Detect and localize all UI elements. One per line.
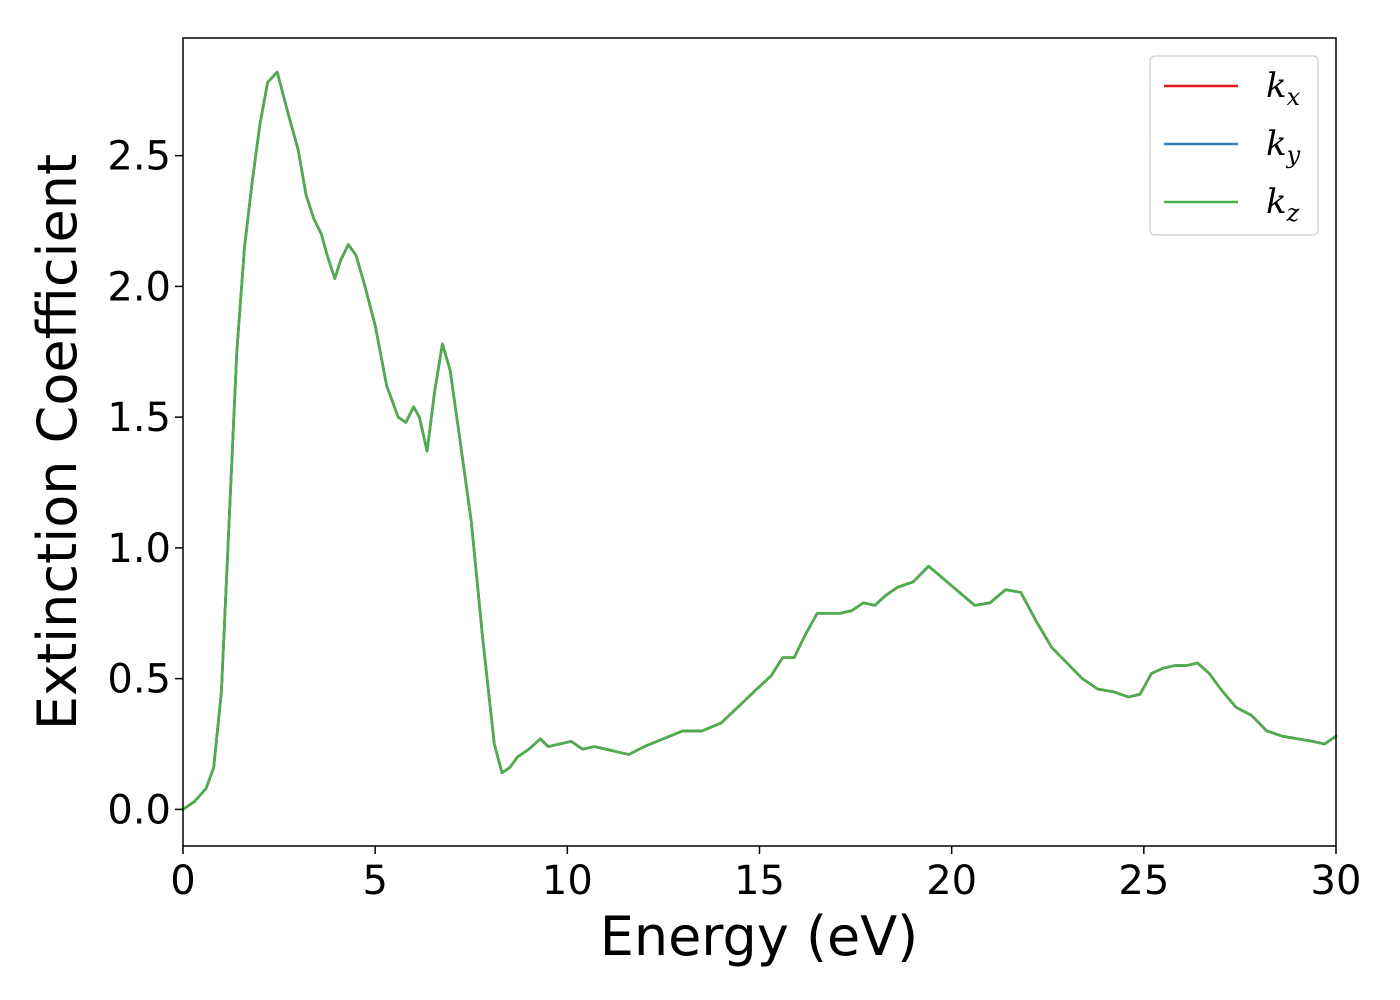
legend-label-subscript: x <box>1287 83 1301 111</box>
legend-label-y: ky <box>1266 124 1301 169</box>
legend-label-base: k <box>1266 124 1287 164</box>
legend-label-base: k <box>1266 66 1287 106</box>
x-tick-label: 5 <box>362 858 387 904</box>
x-axis-ticks: 0 5 10 15 20 25 30 <box>170 846 1361 904</box>
legend-frame <box>1149 55 1319 236</box>
x-tick-label: 30 <box>1311 858 1362 904</box>
series-layer <box>181 70 1338 811</box>
y-tick-label: 1.5 <box>107 395 171 441</box>
y-axis-ticks: 0.0 0.5 1.0 1.5 2.0 2.5 <box>107 134 183 833</box>
x-tick-label: 20 <box>926 858 977 904</box>
x-tick-label: 15 <box>734 858 785 904</box>
legend-label-x: kx <box>1266 66 1301 111</box>
legend-label-subscript: z <box>1286 199 1300 227</box>
y-tick-label: 2.0 <box>107 264 171 310</box>
y-axis-title: Extinction Coefficient <box>26 154 89 730</box>
y-tick-label: 0.5 <box>107 657 171 703</box>
x-tick-label: 25 <box>1118 858 1169 904</box>
legend-label-subscript: y <box>1286 141 1301 169</box>
x-axis-title: Energy (eV) <box>600 905 919 968</box>
y-tick-label: 1.0 <box>107 526 171 572</box>
legend-label-z: kz <box>1266 182 1300 227</box>
x-tick-label: 10 <box>542 858 593 904</box>
legend-label-base: k <box>1266 182 1287 222</box>
y-tick-label: 2.5 <box>107 134 171 180</box>
series-line-z <box>181 70 1338 811</box>
x-tick-label: 0 <box>170 858 195 904</box>
y-tick-label: 0.0 <box>107 787 171 833</box>
